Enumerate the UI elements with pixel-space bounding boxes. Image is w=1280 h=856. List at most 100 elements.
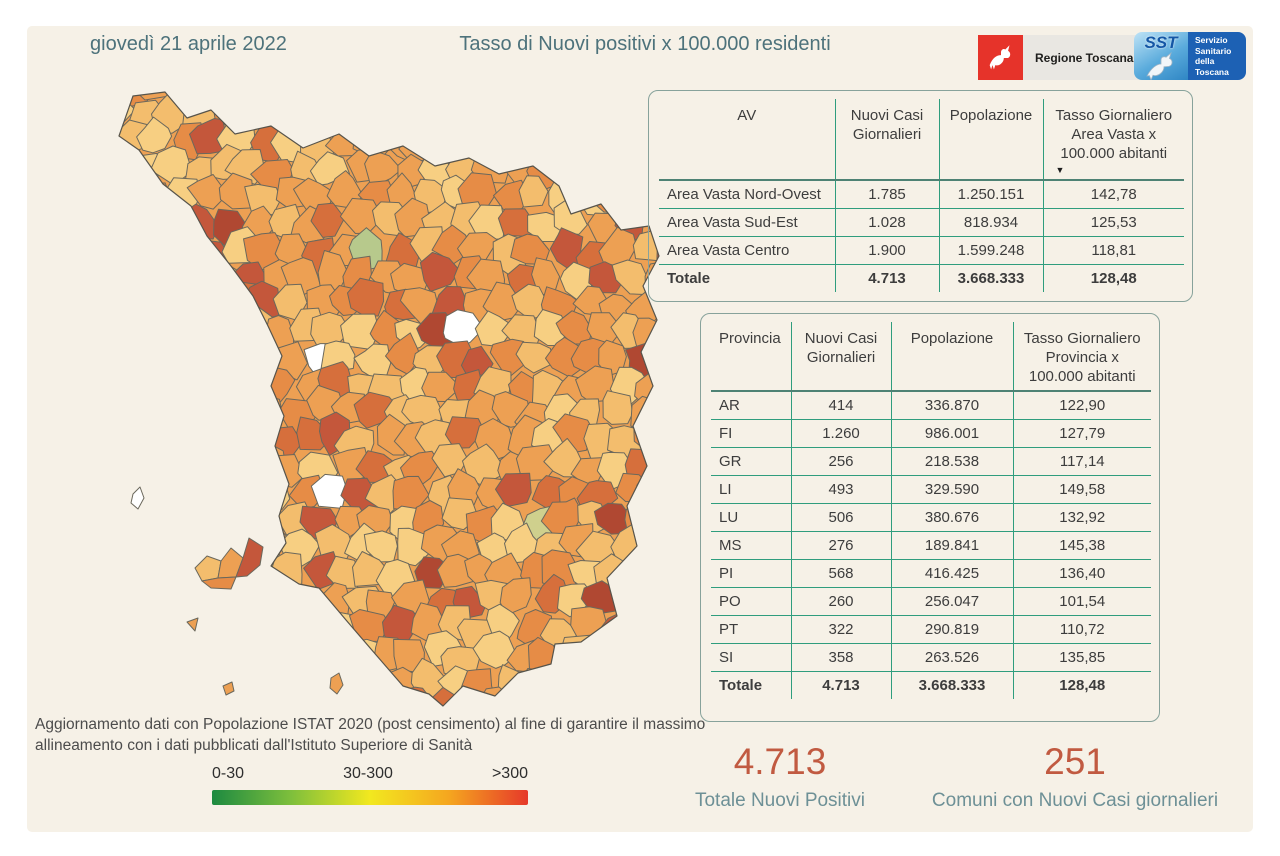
municipality-cell[interactable]	[103, 367, 136, 403]
municipality-cell[interactable]	[543, 114, 575, 158]
municipality-cell[interactable]	[575, 117, 609, 156]
municipality-cell[interactable]	[571, 669, 608, 706]
municipality-cell[interactable]	[518, 668, 558, 705]
municipality-cell[interactable]	[661, 421, 664, 452]
municipality-cell[interactable]	[604, 88, 643, 110]
municipality-cell[interactable]	[124, 629, 159, 671]
municipality-cell[interactable]	[117, 579, 157, 614]
municipality-cell[interactable]	[654, 394, 663, 432]
municipality-cell[interactable]	[240, 422, 274, 464]
municipality-cell[interactable]	[126, 261, 166, 295]
municipality-cell[interactable]	[240, 660, 283, 697]
municipality-cell[interactable]	[364, 149, 402, 189]
municipality-cell[interactable]	[225, 443, 259, 480]
municipality-cell[interactable]	[183, 479, 224, 512]
municipality-cell[interactable]	[552, 96, 586, 133]
municipality-cell[interactable]	[111, 392, 149, 434]
municipality-cell[interactable]	[495, 472, 532, 508]
municipality-cell[interactable]	[136, 116, 173, 154]
municipality-cell[interactable]	[103, 660, 124, 690]
municipality-cell[interactable]	[656, 234, 663, 271]
municipality-cell[interactable]	[519, 120, 561, 153]
municipality-cell[interactable]	[276, 88, 310, 111]
municipality-cell[interactable]	[116, 338, 156, 378]
municipality-cell[interactable]	[323, 88, 360, 106]
municipality-cell[interactable]	[234, 644, 277, 679]
municipality-cell[interactable]	[645, 525, 663, 567]
municipality-cell[interactable]	[103, 88, 121, 108]
municipality-cell[interactable]	[218, 172, 254, 210]
sort-descending-icon[interactable]: ▼	[1055, 165, 1065, 175]
municipality-cell[interactable]	[272, 657, 314, 701]
municipality-cell[interactable]	[385, 332, 420, 375]
municipality-cell[interactable]	[490, 115, 531, 159]
municipality-cell[interactable]	[636, 475, 663, 511]
municipality-cell[interactable]	[207, 632, 238, 666]
municipality-cell[interactable]	[618, 657, 654, 695]
municipality-cell[interactable]	[263, 95, 305, 129]
municipality-cell[interactable]	[590, 176, 636, 213]
municipality-cell[interactable]	[103, 231, 121, 274]
municipality-cell[interactable]	[214, 348, 256, 381]
municipality-cell[interactable]	[259, 639, 295, 679]
municipality-cell[interactable]	[296, 88, 332, 107]
municipality-cell[interactable]	[658, 582, 663, 619]
municipality-cell[interactable]	[332, 447, 371, 486]
municipality-cell[interactable]	[534, 95, 571, 125]
municipality-cell[interactable]	[136, 660, 176, 700]
municipality-cell[interactable]	[135, 88, 174, 101]
municipality-cell[interactable]	[199, 421, 240, 455]
municipality-cell[interactable]	[103, 146, 136, 187]
municipality-cell[interactable]	[322, 661, 364, 704]
municipality-cell[interactable]	[103, 506, 116, 541]
municipality-cell[interactable]	[359, 88, 391, 104]
table-row[interactable]: Totale 4.713 3.668.333 128,48	[711, 671, 1151, 699]
municipality-cell[interactable]	[229, 586, 268, 619]
municipality-cell[interactable]	[178, 260, 215, 297]
municipality-cell[interactable]	[141, 232, 184, 273]
municipality-cell[interactable]	[410, 88, 448, 115]
municipality-cell[interactable]	[169, 290, 204, 332]
municipality-cell[interactable]	[614, 579, 648, 612]
municipality-cell[interactable]	[465, 117, 507, 157]
municipality-cell[interactable]	[597, 655, 642, 693]
municipality-cell[interactable]	[435, 131, 472, 163]
municipality-cell[interactable]	[190, 666, 221, 706]
municipality-cell[interactable]	[539, 88, 581, 106]
municipality-cell[interactable]	[238, 88, 279, 114]
municipality-cell[interactable]	[107, 448, 147, 489]
municipality-cell[interactable]	[244, 505, 282, 541]
table-row[interactable]: Totale 4.713 3.668.333 128,48	[659, 264, 1184, 292]
municipality-cell[interactable]	[661, 564, 663, 594]
municipality-cell[interactable]	[333, 94, 373, 127]
municipality-cell[interactable]	[320, 340, 356, 373]
municipality-cell[interactable]	[107, 228, 147, 266]
municipality-cell[interactable]	[136, 338, 174, 370]
municipality-cell[interactable]	[650, 657, 663, 693]
municipality-cell[interactable]	[577, 88, 614, 101]
municipality-cell[interactable]	[230, 365, 267, 403]
municipality-cell[interactable]	[608, 635, 649, 667]
island-cell[interactable]	[194, 555, 222, 582]
municipality-cell[interactable]	[156, 203, 195, 243]
municipality-cell[interactable]	[103, 446, 121, 484]
municipality-cell[interactable]	[561, 634, 597, 667]
municipality-cell[interactable]	[103, 340, 118, 373]
municipality-cell[interactable]	[306, 101, 352, 137]
municipality-cell[interactable]	[103, 173, 121, 211]
municipality-cell[interactable]	[108, 661, 145, 701]
municipality-cell[interactable]	[180, 419, 220, 459]
municipality-cell[interactable]	[515, 341, 554, 374]
municipality-cell[interactable]	[523, 88, 557, 112]
table-row[interactable]: LU 506 380.676 132,92	[711, 503, 1151, 532]
municipality-cell[interactable]	[218, 504, 255, 540]
municipality-cell[interactable]	[106, 204, 143, 238]
municipality-cell[interactable]	[142, 519, 184, 562]
table-row[interactable]: Area Vasta Nord-Ovest 1.785 1.250.151 142,7…	[659, 180, 1184, 209]
municipality-cell[interactable]	[103, 312, 142, 346]
municipality-cell[interactable]	[150, 358, 191, 399]
table-row[interactable]: AR 414 336.870 122,90	[711, 391, 1151, 420]
municipality-cell[interactable]	[193, 450, 234, 485]
municipality-cell[interactable]	[103, 474, 137, 510]
municipality-cell[interactable]	[103, 177, 141, 211]
